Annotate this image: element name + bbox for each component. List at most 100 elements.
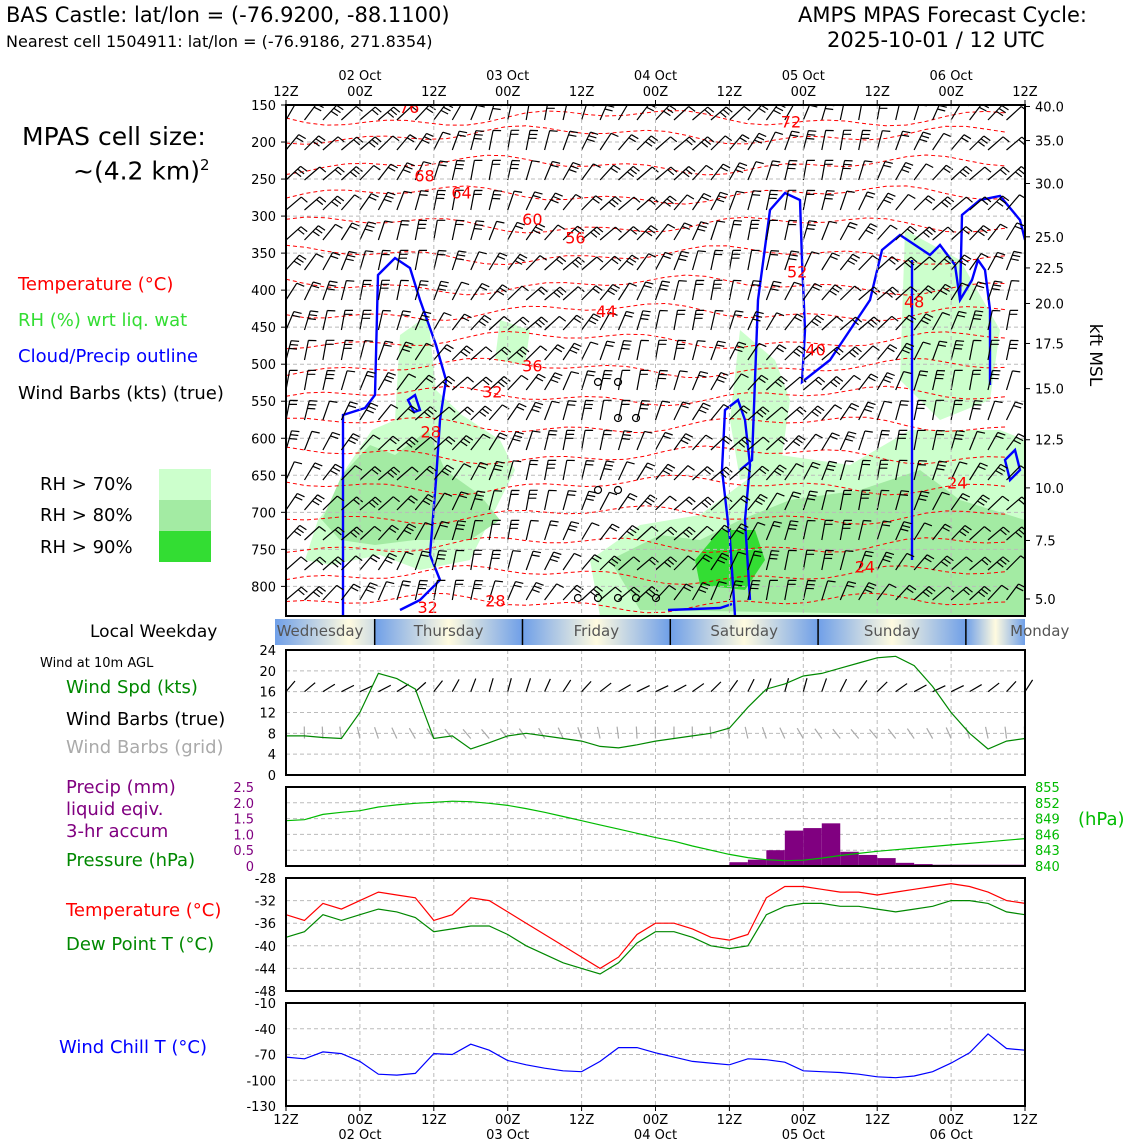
- wind-barb: [913, 586, 936, 601]
- wind-barb-true: [987, 682, 1000, 693]
- wind-barb: [562, 429, 575, 451]
- wind-barb: [784, 549, 797, 571]
- wind-barb: [451, 159, 465, 181]
- wind-barb-true: [562, 679, 572, 692]
- top-time-tick-label: 00Z: [643, 85, 669, 100]
- wind-barb: [821, 159, 834, 181]
- wind-barb: [747, 280, 762, 301]
- wind-barb: [654, 251, 673, 271]
- temperature-contour-label: 32: [417, 598, 437, 617]
- calm-wind-circle: [593, 593, 603, 603]
- wind-barb: [507, 581, 524, 601]
- wind-barb: [765, 250, 780, 271]
- calm-wind-circle: [573, 593, 583, 603]
- wind-barb: [322, 309, 336, 331]
- wind-barb: [451, 189, 464, 211]
- wind-barb: [950, 430, 965, 451]
- wind-barb-true: [285, 680, 296, 693]
- wind-barb-grid: [356, 726, 361, 739]
- wind-barb: [969, 196, 992, 211]
- wind-barb: [654, 309, 668, 331]
- windchill-tick-label: -70: [255, 1049, 276, 1064]
- station-title: BAS Castle: lat/lon = (-76.9200, -88.110…: [6, 3, 450, 27]
- wind-barb: [913, 285, 936, 301]
- temperature-contour-label: 48: [904, 292, 924, 311]
- wind-barb: [839, 550, 854, 571]
- wind-barb: [710, 581, 727, 601]
- wind-barb: [488, 105, 502, 121]
- wind-barb: [876, 105, 888, 121]
- wind-barb-true: [913, 684, 927, 693]
- pressure-tick-label: 843: [1035, 844, 1060, 859]
- top-time-tick-label: 00Z: [938, 85, 964, 100]
- wind-barb: [599, 105, 615, 121]
- wind-barb: [377, 372, 396, 391]
- wind-barb: [377, 340, 394, 361]
- wind-barb-grid: [391, 727, 398, 739]
- wind-barb: [969, 310, 984, 331]
- wind-barb: [784, 189, 797, 211]
- wind-barb: [433, 375, 456, 391]
- wind-speed-line: [286, 655, 1026, 750]
- wind-barb: [322, 526, 345, 541]
- wind-barb: [599, 164, 621, 181]
- wind-barb: [414, 374, 436, 391]
- wind-barb-true: [728, 679, 739, 693]
- wind-barb-true: [378, 684, 392, 693]
- wind-tick-label: 4: [268, 748, 276, 763]
- temperature-contour: [286, 185, 1007, 205]
- top-time-tick-label: 00Z: [495, 85, 521, 100]
- wind-barb: [728, 580, 744, 601]
- wind-barb: [932, 255, 954, 271]
- wind-barb: [340, 555, 363, 571]
- wind-barb: [710, 309, 724, 331]
- wind-barb: [377, 435, 400, 451]
- wind-barb: [396, 220, 410, 241]
- height-tick-label: 17.5: [1035, 337, 1064, 352]
- wind-barb: [932, 340, 948, 361]
- wind-barb: [525, 286, 548, 301]
- bottom-time-tick-label: 00Z: [347, 1113, 373, 1128]
- wind-barb: [932, 491, 950, 511]
- wind-barb: [396, 162, 415, 181]
- windchill-tick-label: -10: [255, 997, 276, 1012]
- wind-barb: [359, 165, 381, 181]
- wind-barb: [303, 310, 319, 331]
- wind-barb: [451, 219, 465, 241]
- pressure-tick-label: 200: [251, 136, 276, 151]
- wind-barb-true: [802, 678, 808, 692]
- wind-barb: [673, 339, 686, 361]
- wind-barb: [470, 490, 486, 511]
- wind-barb: [286, 556, 308, 571]
- wind-barb: [599, 132, 619, 151]
- wind-barb-grid: [374, 726, 379, 739]
- wind-barb: [729, 436, 752, 451]
- wind-barb: [747, 374, 769, 391]
- top-time-tick-label: 00Z: [791, 85, 817, 100]
- pressure-tick-label: 300: [251, 210, 276, 225]
- wind-barb: [488, 316, 511, 331]
- wind-barb: [470, 159, 483, 181]
- wind-barb-grid: [906, 728, 915, 739]
- wind-barb: [987, 136, 1010, 151]
- wind-barb: [839, 190, 855, 211]
- wind-barb: [544, 105, 555, 121]
- wind-barb: [562, 130, 578, 151]
- wind-barb: [396, 405, 418, 421]
- wind-barb: [950, 340, 965, 361]
- wind-barb: [932, 399, 945, 421]
- bottom-time-tick-label: 00Z: [495, 1113, 521, 1128]
- rh-region-6: [900, 230, 1000, 420]
- wind-barb: [858, 459, 871, 481]
- pressure-tick-label: 250: [251, 173, 276, 188]
- height-tick-label: 40.0: [1035, 100, 1064, 115]
- wind-barb: [654, 339, 667, 361]
- wind-barb: [876, 192, 896, 211]
- top-date-label: 05 Oct: [782, 69, 825, 84]
- temperature-contour: [286, 416, 1007, 434]
- wind-barb: [655, 136, 678, 151]
- label-windchill: Wind Chill T (°C): [59, 1037, 207, 1058]
- wind-barb: [599, 429, 613, 451]
- windchill-line: [285, 1033, 1026, 1079]
- wind-barb: [451, 549, 465, 571]
